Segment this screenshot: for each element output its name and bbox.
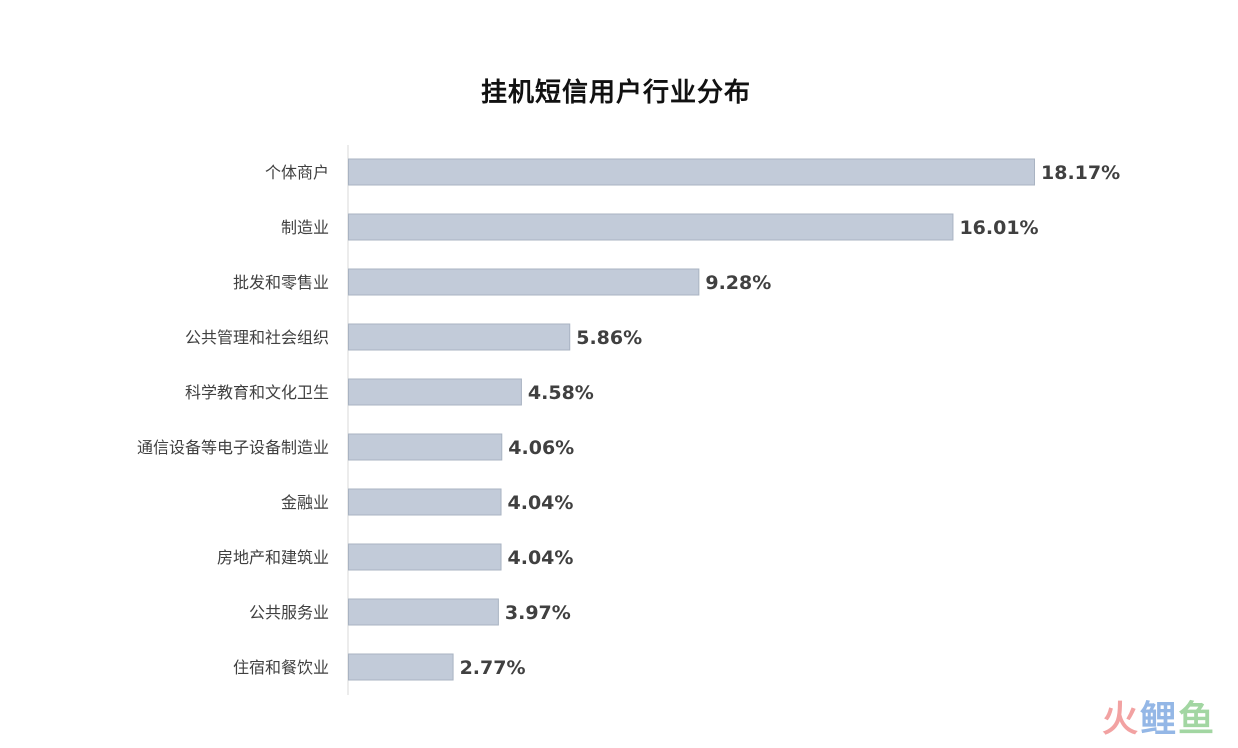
category-label: 公共服务业 <box>249 603 329 622</box>
data-label: 9.28% <box>705 272 771 294</box>
chart-title: 挂机短信用户行业分布 <box>480 78 751 108</box>
data-label: 16.01% <box>959 217 1038 239</box>
watermark-char-2: 鲤 <box>1139 699 1178 740</box>
category-label: 住宿和餐饮业 <box>233 658 329 677</box>
category-label: 通信设备等电子设备制造业 <box>137 438 329 457</box>
category-label: 金融业 <box>281 493 329 512</box>
data-label: 3.97% <box>505 602 571 624</box>
bar <box>348 598 499 626</box>
bar <box>348 433 503 461</box>
category-label: 制造业 <box>281 218 329 237</box>
watermark-char-3: 鱼 <box>1177 699 1216 740</box>
watermark-logo: 火鲤鱼 <box>1102 690 1216 742</box>
data-label: 18.17% <box>1041 162 1120 184</box>
data-label: 2.77% <box>460 657 526 679</box>
data-label: 4.04% <box>508 547 574 569</box>
bar <box>348 488 502 516</box>
data-label: 4.58% <box>528 382 594 404</box>
data-label: 5.86% <box>576 327 642 349</box>
category-label: 批发和零售业 <box>233 273 329 292</box>
watermark-char-1: 火 <box>1101 699 1140 740</box>
data-label: 4.04% <box>508 492 574 514</box>
bar <box>348 653 454 681</box>
data-label: 4.06% <box>508 437 574 459</box>
category-label: 个体商户 <box>265 163 329 182</box>
bar <box>348 323 571 351</box>
bar <box>348 268 700 296</box>
bar <box>348 158 1035 186</box>
category-label: 房地产和建筑业 <box>217 548 329 567</box>
bar <box>348 543 502 571</box>
category-label: 科学教育和文化卫生 <box>185 383 329 402</box>
bar <box>348 213 954 241</box>
category-label: 公共管理和社会组织 <box>185 328 329 347</box>
bar <box>348 378 522 406</box>
